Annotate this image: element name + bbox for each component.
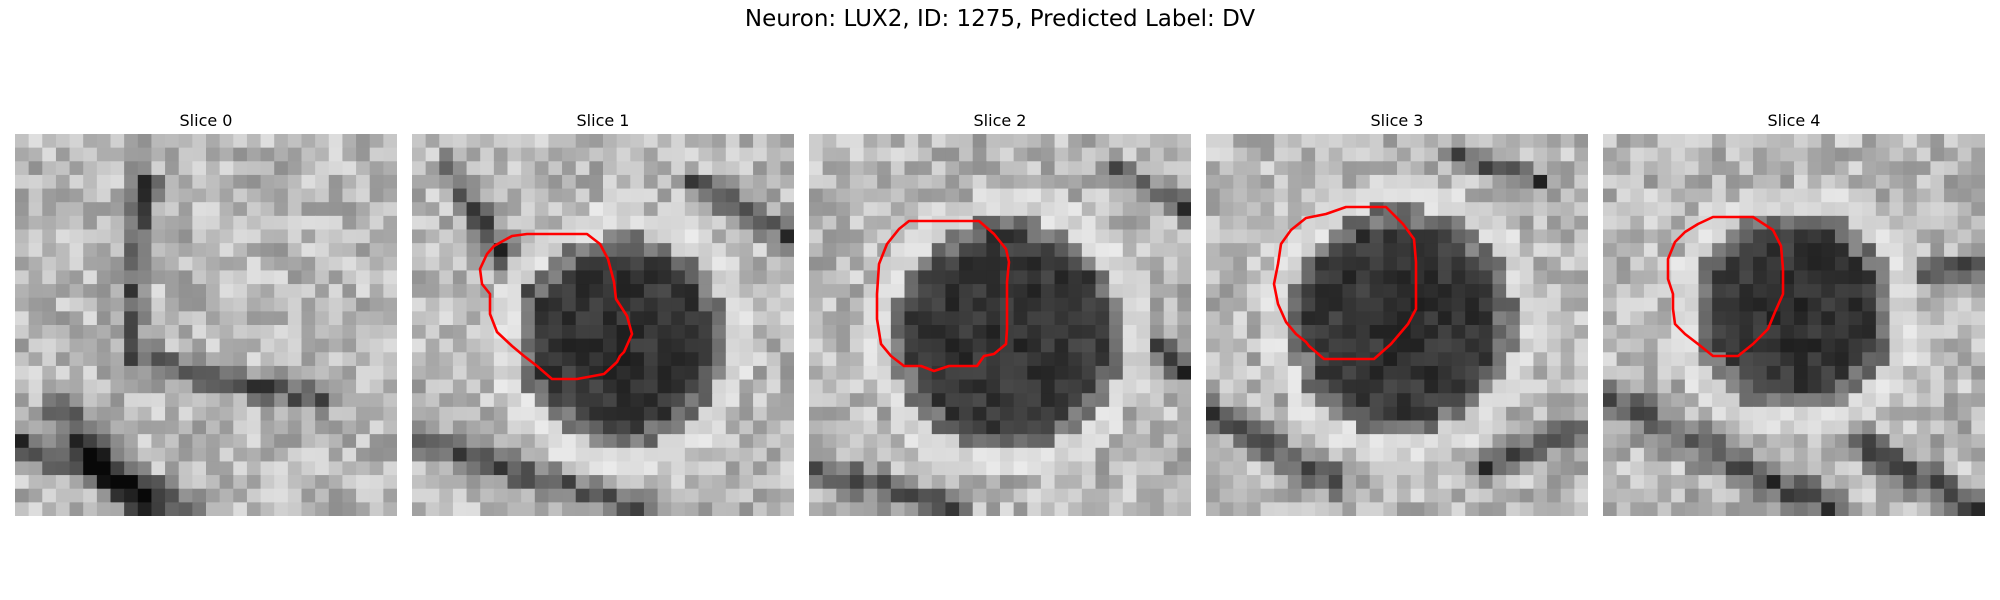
pixel-grid [1206,134,1588,516]
slice-panel-2: Slice 2 [809,110,1191,516]
nucleus-contour [1272,205,1418,361]
slice-image [1206,134,1588,516]
nucleus-contour [478,232,634,381]
slice-image [809,134,1191,516]
slice-image [412,134,794,516]
slice-title: Slice 1 [576,111,630,130]
slice-title: Slice 0 [179,111,233,130]
slice-image [1603,134,1985,516]
slice-panel-0: Slice 0 [15,110,397,516]
nucleus-contour [875,219,1011,373]
slice-panel-1: Slice 1 [412,110,794,516]
slice-title: Slice 2 [973,111,1027,130]
pixel-grid [1603,134,1985,516]
figure-title: Neuron: LUX2, ID: 1275, Predicted Label:… [744,6,1256,32]
pixel-grid [412,134,794,516]
slice-title: Slice 4 [1767,111,1821,130]
pixel-grid [15,134,397,516]
nucleus-contour [1666,215,1785,358]
slice-panel-4: Slice 4 [1603,110,1985,516]
slice-title: Slice 3 [1370,111,1424,130]
slice-image [15,134,397,516]
slice-panel-3: Slice 3 [1206,110,1588,516]
pixel-grid [809,134,1191,516]
